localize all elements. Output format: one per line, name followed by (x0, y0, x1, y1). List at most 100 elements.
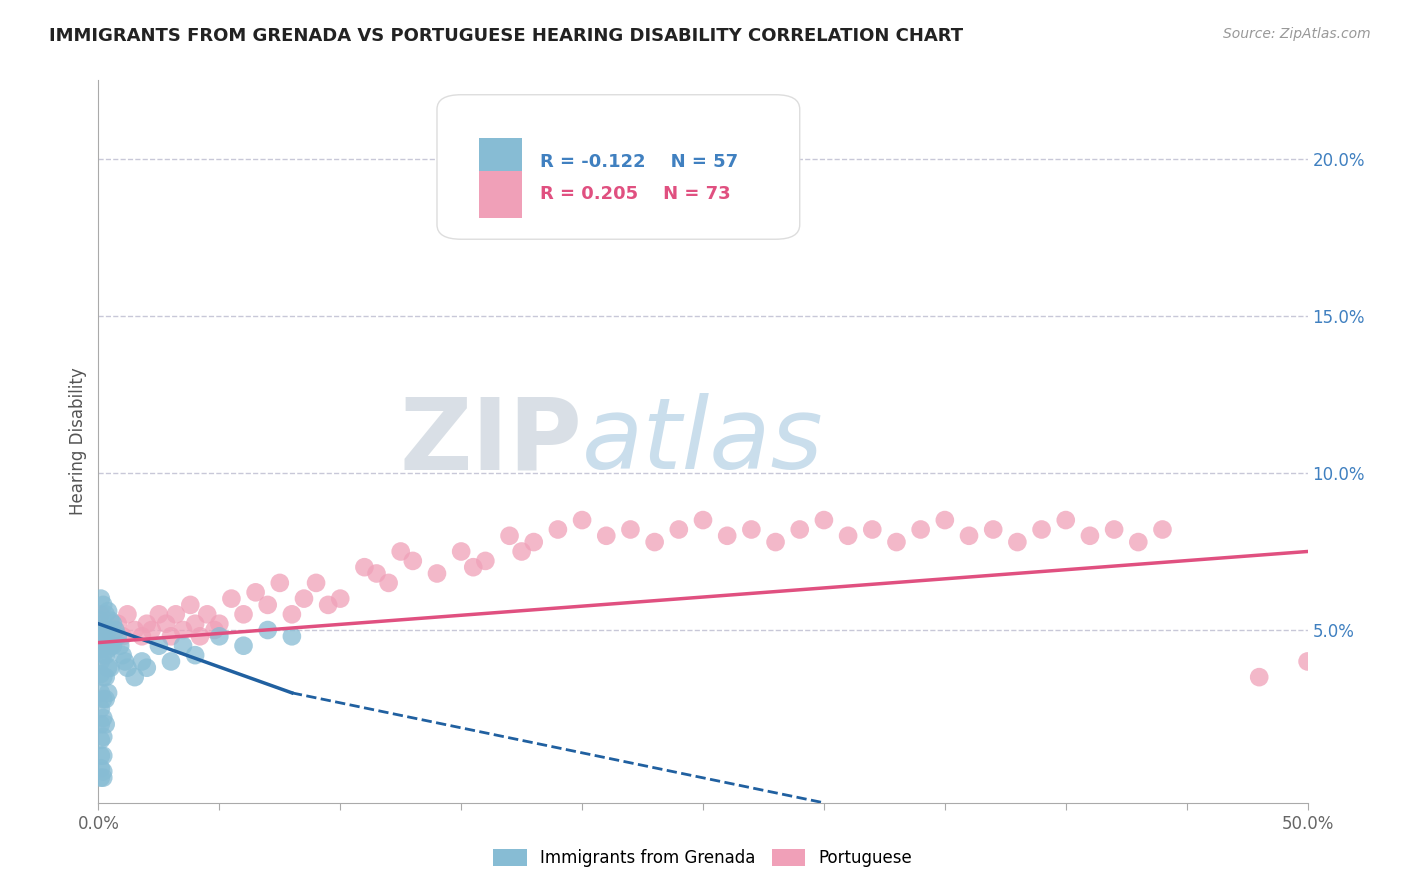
Point (91, 632, 114, 647)
Point (94, 629, 117, 643)
Point (94, 717, 117, 731)
Point (165, 607, 187, 622)
Point (124, 623, 146, 637)
Point (101, 639, 124, 653)
Point (463, 560, 485, 574)
Point (1078, 529, 1101, 543)
Point (329, 591, 352, 606)
Point (910, 523, 932, 537)
Point (571, 513, 593, 527)
Point (91, 648, 114, 662)
Text: R = -0.122    N = 57: R = -0.122 N = 57 (540, 153, 738, 170)
Point (245, 585, 267, 599)
Point (124, 670, 146, 684)
Point (353, 560, 375, 574)
Point (91, 748, 114, 763)
Point (510, 544, 533, 558)
Point (498, 529, 520, 543)
Point (104, 623, 127, 637)
Point (90, 655, 112, 669)
Point (91, 598, 114, 612)
Point (111, 648, 134, 662)
Point (97, 686, 120, 700)
Point (91, 629, 114, 643)
Point (141, 623, 163, 637)
Point (117, 607, 139, 622)
Point (619, 523, 641, 537)
Point (426, 566, 449, 581)
Point (256, 598, 278, 612)
Point (94, 670, 117, 684)
Point (90, 591, 112, 606)
Text: atlas: atlas (582, 393, 824, 490)
Point (97, 661, 120, 675)
Point (269, 575, 291, 590)
Point (208, 616, 231, 631)
Point (135, 661, 157, 675)
Point (474, 554, 496, 568)
Point (886, 535, 908, 549)
Point (131, 655, 153, 669)
Point (256, 623, 278, 637)
Point (91, 616, 114, 631)
Point (1054, 513, 1077, 527)
Point (740, 523, 762, 537)
Point (547, 523, 569, 537)
Point (281, 629, 304, 643)
Point (104, 623, 127, 637)
Point (107, 616, 129, 631)
Point (90, 607, 112, 622)
Point (316, 598, 339, 612)
Point (90, 771, 112, 785)
Point (221, 591, 243, 606)
Point (101, 616, 124, 631)
Point (179, 598, 201, 612)
Point (184, 616, 207, 631)
Point (111, 629, 134, 643)
Point (644, 535, 666, 549)
Point (981, 523, 1004, 537)
Text: R = 0.205    N = 73: R = 0.205 N = 73 (540, 185, 730, 203)
Point (90, 748, 112, 763)
Point (160, 629, 183, 643)
Point (402, 554, 425, 568)
Point (94, 607, 117, 622)
Point (94, 692, 117, 706)
Point (195, 607, 218, 622)
Point (934, 513, 956, 527)
Point (90, 641, 112, 656)
Point (160, 655, 183, 669)
Point (90, 761, 112, 775)
Point (148, 607, 170, 622)
Point (91, 730, 114, 744)
Point (232, 607, 254, 622)
FancyBboxPatch shape (437, 95, 800, 239)
Text: ZIP: ZIP (399, 393, 582, 490)
Point (100, 639, 122, 653)
Point (789, 523, 811, 537)
Point (100, 623, 122, 637)
Y-axis label: Hearing Disability: Hearing Disability (69, 368, 87, 516)
Point (523, 535, 546, 549)
Point (957, 529, 980, 543)
Point (1007, 535, 1029, 549)
Point (208, 629, 231, 643)
Legend: Immigrants from Grenada, Portuguese: Immigrants from Grenada, Portuguese (486, 842, 920, 874)
Point (90, 667, 112, 681)
Point (100, 614, 122, 628)
Point (1296, 655, 1319, 669)
Point (595, 529, 617, 543)
Point (97, 641, 120, 656)
Point (1102, 523, 1125, 537)
Point (1249, 670, 1271, 684)
Point (90, 629, 112, 643)
Point (377, 575, 399, 590)
Point (90, 686, 112, 700)
Point (366, 566, 388, 581)
Point (172, 639, 194, 653)
Point (131, 629, 153, 643)
Point (117, 661, 139, 675)
Point (450, 544, 472, 558)
Point (184, 648, 207, 662)
Point (148, 639, 170, 653)
